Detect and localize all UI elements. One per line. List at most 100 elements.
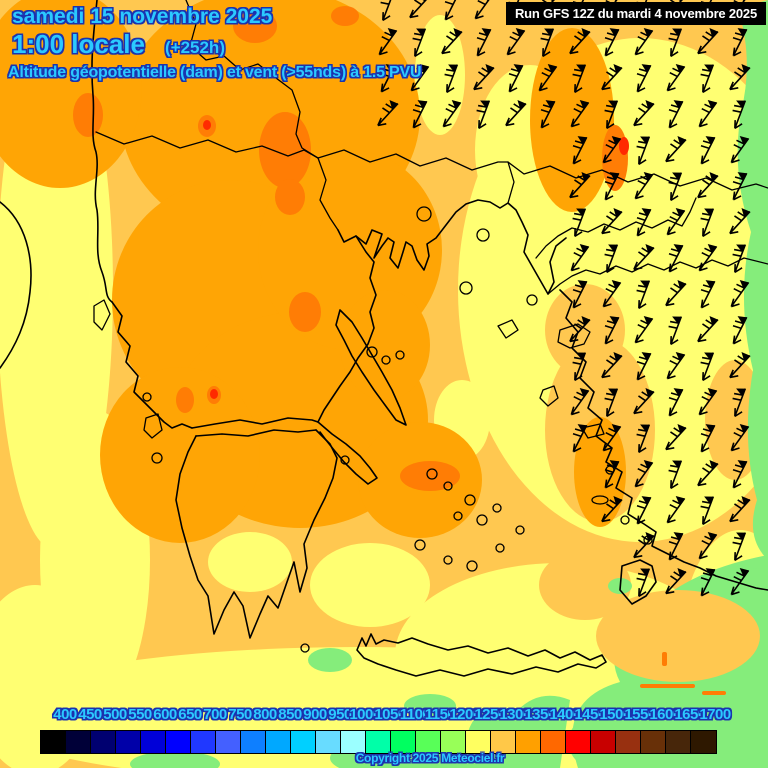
wind-barb-icon — [410, 63, 430, 92]
forecast-hour-offset: (+252h) — [164, 38, 225, 57]
wind-barb-icon — [700, 64, 715, 94]
wind-barb-icon — [698, 99, 718, 128]
wind-barb-icon — [570, 387, 590, 416]
color-scale-cell — [666, 731, 691, 753]
color-scale-cell — [316, 731, 341, 753]
wind-barb-icon — [700, 280, 716, 309]
wind-barb-icon — [409, 0, 431, 19]
color-scale-value: 600 — [153, 706, 177, 723]
color-scale-legend: 400 450 500 550 600 650 700 750 800 850 900 950 1000… — [0, 704, 768, 754]
wind-barb-icon — [732, 172, 748, 201]
wind-barb-icon — [700, 208, 715, 238]
wind-barb-icon — [668, 28, 683, 58]
wind-barb-icon — [698, 243, 718, 272]
wind-barb-icon — [604, 388, 619, 418]
color-scale-cell — [591, 731, 616, 753]
wind-barb-icon — [700, 352, 715, 382]
color-scale-cell — [391, 731, 416, 753]
color-scale-cell — [691, 731, 716, 753]
wind-barb-icon — [604, 172, 620, 201]
wind-barb-icon — [572, 424, 588, 453]
wind-barb-icon — [570, 243, 590, 272]
wind-barb-icon — [634, 27, 654, 56]
wind-barb-icon — [665, 136, 687, 163]
color-scale-value: 750 — [228, 706, 252, 723]
geopotential-gold-patch-bottom-right — [596, 590, 760, 682]
wind-barb-icon — [697, 172, 719, 199]
color-scale-cell — [141, 731, 166, 753]
wind-barb-icon — [732, 244, 747, 274]
wind-barb-icon — [732, 388, 747, 418]
wind-barb-icon — [601, 496, 623, 523]
wind-barb-icon — [732, 532, 747, 562]
wind-barb-icon — [569, 316, 591, 343]
color-scale-cell — [416, 731, 441, 753]
wind-barb-icon — [668, 388, 684, 417]
wind-barb-icon — [697, 316, 719, 343]
wind-barb-icon — [668, 316, 683, 346]
wind-barb-icon — [730, 135, 750, 164]
wind-barb-icon — [666, 351, 686, 380]
wind-barb-icon — [604, 28, 620, 57]
wind-barb-icon — [697, 460, 719, 487]
wind-barb-icon — [569, 28, 591, 55]
wind-barb-icon — [668, 460, 683, 490]
wind-barb-icon — [380, 64, 396, 93]
color-scale-cell — [91, 731, 116, 753]
wind-barb-icon — [441, 28, 463, 55]
color-scale-value: 1050 — [374, 706, 406, 723]
wind-barb-icon — [572, 352, 587, 382]
color-scale-cell — [341, 731, 366, 753]
color-scale-cell — [241, 731, 266, 753]
color-scale-cell — [291, 731, 316, 753]
wind-barb-icon — [729, 208, 751, 235]
wind-barb-icon — [572, 64, 587, 94]
wind-barb-icon — [633, 532, 655, 559]
wind-barb-icon — [665, 424, 687, 451]
geopotential-dark-orange-spots — [73, 6, 628, 491]
wind-barb-icon — [604, 460, 620, 489]
wind-barb-icon — [700, 136, 716, 165]
wind-barb-icon — [697, 28, 719, 55]
color-scale-value: 1450 — [574, 706, 606, 723]
wind-barb-icon — [570, 99, 590, 128]
color-scale-value: 1550 — [624, 706, 656, 723]
color-scale-cell — [166, 731, 191, 753]
wind-barb-icon — [698, 387, 718, 416]
wind-barb-icon — [636, 568, 651, 598]
wind-barb-icon — [668, 244, 684, 273]
color-scale-cell — [616, 731, 641, 753]
wind-barb-icon — [442, 99, 462, 128]
wind-barb-icon — [572, 136, 588, 165]
wind-barb-icon — [412, 100, 428, 129]
forecast-local-time: 1:00 locale — [12, 29, 145, 59]
color-scale-value: 1600 — [649, 706, 681, 723]
geopotential-dark-dashes — [640, 652, 726, 695]
wind-barb-icon — [636, 64, 652, 93]
color-scale-value: 1650 — [674, 706, 706, 723]
wind-barb-icon — [665, 568, 687, 595]
wind-barb-icon — [505, 100, 527, 127]
wind-barb-icon — [476, 28, 492, 57]
color-scale-value: 900 — [303, 706, 327, 723]
color-scale-value: 400 — [53, 706, 77, 723]
wind-barb-icon — [474, 0, 494, 20]
wind-barb-icon — [732, 100, 747, 130]
wind-barb-icon — [730, 567, 750, 596]
wind-barb-icon — [732, 28, 748, 57]
wind-barb-icon — [569, 172, 591, 199]
color-scale-value: 1400 — [549, 706, 581, 723]
color-scale-value: 550 — [128, 706, 152, 723]
color-scale-value: 450 — [78, 706, 102, 723]
color-scale-value: 1000 — [349, 706, 381, 723]
wind-barb-icon — [698, 531, 718, 560]
color-scale-value: 1350 — [524, 706, 556, 723]
forecast-date: samedi 15 novembre 2025 — [12, 5, 273, 28]
wind-barb-icon — [636, 352, 652, 381]
wind-barb-icon — [634, 171, 654, 200]
color-scale-value: 700 — [203, 706, 227, 723]
wind-barb-icon — [634, 315, 654, 344]
color-scale-value: 1700 — [699, 706, 731, 723]
wind-barb-icon — [666, 207, 686, 236]
wind-barb-icon — [572, 280, 588, 309]
